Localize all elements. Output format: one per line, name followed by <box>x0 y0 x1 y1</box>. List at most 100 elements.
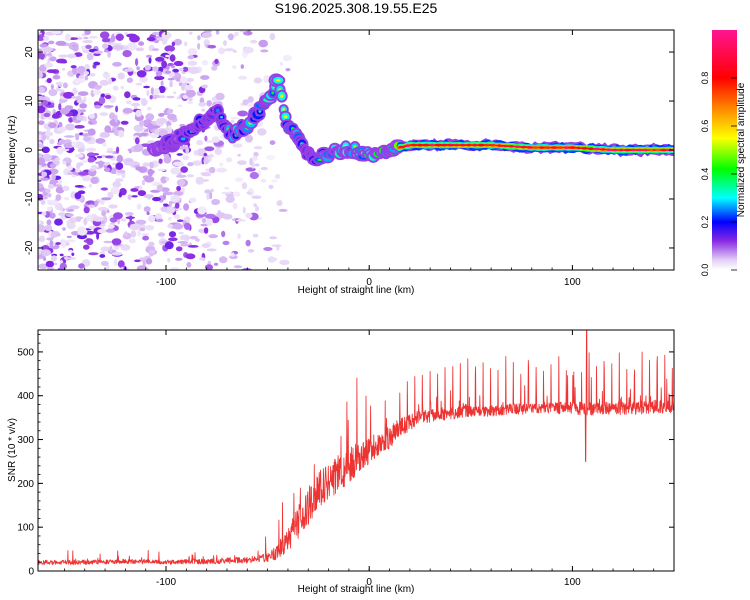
noise-blob <box>38 48 43 54</box>
noise-blob <box>147 123 154 131</box>
noise-blob <box>173 214 181 220</box>
noise-blob <box>76 216 82 222</box>
noise-blob <box>167 257 171 263</box>
noise-blob <box>205 140 214 143</box>
noise-blob <box>173 161 184 167</box>
noise-blob <box>97 206 109 212</box>
noise-blob <box>89 73 96 77</box>
x-tick-label: -100 <box>156 577 176 588</box>
noise-blob <box>38 193 44 200</box>
noise-blob <box>178 67 184 71</box>
noise-blob <box>217 209 221 216</box>
noise-blob <box>143 85 151 89</box>
noise-blob <box>112 61 122 67</box>
ridge-peak <box>624 148 630 152</box>
noise-blob <box>106 264 110 270</box>
noise-blob <box>189 197 197 203</box>
noise-blob <box>55 87 61 92</box>
noise-blob <box>87 157 96 163</box>
noise-blob <box>69 217 79 223</box>
noise-blob <box>135 166 143 171</box>
noise-blob <box>44 224 53 232</box>
noise-blob <box>257 128 267 136</box>
noise-blob <box>84 75 89 81</box>
noise-blob <box>50 84 55 90</box>
noise-blob <box>109 118 121 127</box>
noise-blob <box>46 219 52 226</box>
noise-blob <box>199 257 205 261</box>
noise-blob <box>87 128 96 136</box>
ridge-core <box>280 94 284 98</box>
noise-blob <box>51 173 56 181</box>
noise-blob <box>131 195 139 198</box>
noise-blob <box>112 162 117 166</box>
x-tick-label: 100 <box>564 277 581 288</box>
noise-blob <box>247 30 251 35</box>
noise-blob <box>62 68 66 71</box>
noise-blob <box>145 54 153 58</box>
noise-blob <box>107 191 114 199</box>
noise-blob <box>46 69 56 73</box>
noise-blob <box>243 46 254 54</box>
noise-blob <box>98 160 104 168</box>
noise-blob <box>187 245 199 248</box>
noise-blob <box>40 113 45 120</box>
noise-blob <box>41 146 50 154</box>
noise-blob <box>117 169 126 174</box>
noise-blob <box>221 230 226 238</box>
noise-blob <box>78 171 89 176</box>
colorbar-tick-label: 0.2 <box>700 216 710 229</box>
noise-blob <box>83 206 90 214</box>
noise-blob <box>144 65 151 71</box>
noise-blob <box>102 43 109 49</box>
noise-blob <box>148 241 155 247</box>
noise-blob <box>49 212 56 219</box>
noise-blob <box>45 260 55 268</box>
noise-blob <box>43 112 51 118</box>
y-tick-label: -10 <box>24 191 35 206</box>
noise-blob <box>176 185 182 192</box>
noise-blob <box>260 166 268 171</box>
ridge-core <box>258 110 262 113</box>
colorbar-tick-label: 0.6 <box>700 120 710 133</box>
noise-blob <box>40 177 50 181</box>
noise-blob <box>74 192 82 200</box>
noise-blob <box>44 62 54 68</box>
noise-blob <box>204 146 215 152</box>
noise-blob <box>234 31 239 37</box>
noise-blob <box>157 232 165 237</box>
noise-blob <box>113 245 120 251</box>
noise-blob <box>167 50 172 54</box>
noise-blob <box>79 103 87 109</box>
noise-blob <box>38 71 44 79</box>
noise-blob <box>221 191 232 195</box>
y-tick-label: 0 <box>28 567 34 578</box>
noise-blob <box>201 108 206 112</box>
noise-blob <box>233 265 243 269</box>
noise-blob <box>174 202 180 209</box>
noise-blob <box>62 185 70 192</box>
noise-blob <box>107 224 115 229</box>
noise-blob <box>255 205 260 212</box>
noise-blob <box>59 206 64 212</box>
noise-blob <box>140 132 149 137</box>
noise-blob <box>241 182 248 190</box>
noise-blob <box>260 49 269 53</box>
noise-blob <box>126 77 133 83</box>
noise-blob <box>167 113 177 120</box>
noise-blob <box>247 249 255 253</box>
noise-blob <box>200 172 211 175</box>
noise-blob <box>83 244 90 250</box>
noise-blob <box>208 234 218 239</box>
noise-blob <box>167 108 174 114</box>
noise-blob <box>56 110 62 116</box>
ridge-peak <box>587 147 594 150</box>
noise-blob <box>232 143 243 148</box>
noise-blob <box>46 104 55 108</box>
ridge-peak <box>538 146 546 149</box>
noise-blob <box>247 102 255 108</box>
noise-blob <box>187 101 194 104</box>
ridge-peak <box>417 143 423 147</box>
noise-blob <box>251 195 262 199</box>
